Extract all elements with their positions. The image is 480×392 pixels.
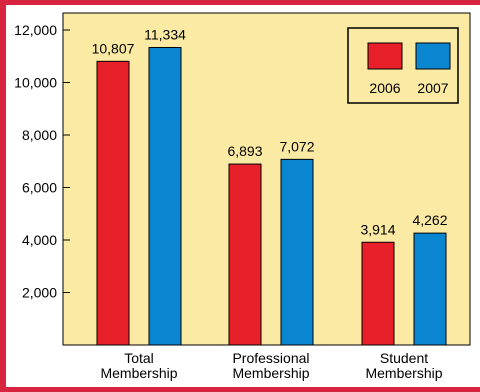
value-label-2006-1: 6,893 [227, 143, 262, 159]
y-tick-label-3: 8,000 [22, 127, 57, 143]
category-label-line: Professional [232, 350, 309, 366]
value-label-2006-2: 3,914 [360, 221, 395, 237]
value-label-2007-2: 4,262 [412, 212, 447, 228]
y-tick-label-4: 10,000 [14, 75, 57, 91]
legend-label-2006: 2006 [369, 80, 400, 96]
y-tick-label-2: 6,000 [22, 180, 57, 196]
y-tick-label-5: 12,000 [14, 22, 57, 38]
category-label-0: Total Membership [100, 350, 177, 381]
value-label-2007-0: 11,334 [144, 26, 186, 42]
category-label-line: Total [124, 350, 154, 366]
bars [96, 46, 447, 346]
bar-2007-0 [148, 46, 182, 346]
value-label-2007-1: 7,072 [279, 138, 314, 154]
bar-2007-1 [280, 158, 314, 346]
category-label-line: Membership [100, 365, 177, 381]
category-label-line: Membership [232, 365, 309, 381]
category-label-1: Professional Membership [232, 350, 309, 381]
y-axis: 2,000 4,000 6,000 8,000 10,000 12,000 [14, 22, 70, 301]
bar-2006-2 [361, 241, 395, 346]
bar-2007-2 [413, 232, 447, 346]
y-tick-label-0: 2,000 [22, 285, 57, 301]
category-label-line: Student [380, 350, 428, 366]
legend-swatch-2007 [415, 42, 451, 70]
legend-label-2007: 2007 [417, 80, 448, 96]
legend: 2006 2007 [347, 27, 459, 104]
y-tick-label-1: 4,000 [22, 232, 57, 248]
category-label-2: Student Membership [365, 350, 442, 381]
value-labels: 10,807 11,334 6,893 7,072 3,914 4,262 [92, 26, 448, 237]
bar-2006-0 [96, 60, 130, 346]
category-label-line: Membership [365, 365, 442, 381]
legend-swatch-2006 [367, 42, 403, 70]
value-label-2006-0: 10,807 [92, 40, 135, 56]
bar-2006-1 [228, 163, 262, 346]
